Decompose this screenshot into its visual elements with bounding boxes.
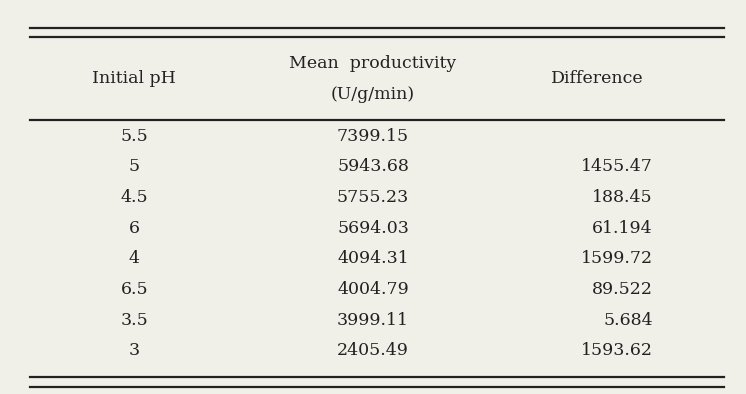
Text: (U/g/min): (U/g/min)	[331, 86, 415, 103]
Text: 1455.47: 1455.47	[581, 158, 653, 175]
Text: 5943.68: 5943.68	[337, 158, 409, 175]
Text: 3: 3	[129, 342, 140, 359]
Text: 1599.72: 1599.72	[580, 250, 653, 268]
Text: 5: 5	[129, 158, 140, 175]
Text: 89.522: 89.522	[592, 281, 653, 298]
Text: Initial pH: Initial pH	[93, 70, 176, 87]
Text: 6.5: 6.5	[120, 281, 148, 298]
Text: 5.5: 5.5	[120, 128, 148, 145]
Text: 5.684: 5.684	[603, 312, 653, 329]
Text: 188.45: 188.45	[592, 189, 653, 206]
Text: 4.5: 4.5	[120, 189, 148, 206]
Text: Mean  productivity: Mean productivity	[289, 54, 457, 72]
Text: 4094.31: 4094.31	[337, 250, 409, 268]
Text: 3999.11: 3999.11	[337, 312, 409, 329]
Text: 2405.49: 2405.49	[337, 342, 409, 359]
Text: 5694.03: 5694.03	[337, 220, 409, 237]
Text: 61.194: 61.194	[592, 220, 653, 237]
Text: 6: 6	[129, 220, 140, 237]
Text: Difference: Difference	[551, 70, 643, 87]
Text: 4004.79: 4004.79	[337, 281, 409, 298]
Text: 4: 4	[129, 250, 140, 268]
Text: 5755.23: 5755.23	[337, 189, 409, 206]
Text: 3.5: 3.5	[120, 312, 148, 329]
Text: 1593.62: 1593.62	[580, 342, 653, 359]
Text: 7399.15: 7399.15	[337, 128, 409, 145]
